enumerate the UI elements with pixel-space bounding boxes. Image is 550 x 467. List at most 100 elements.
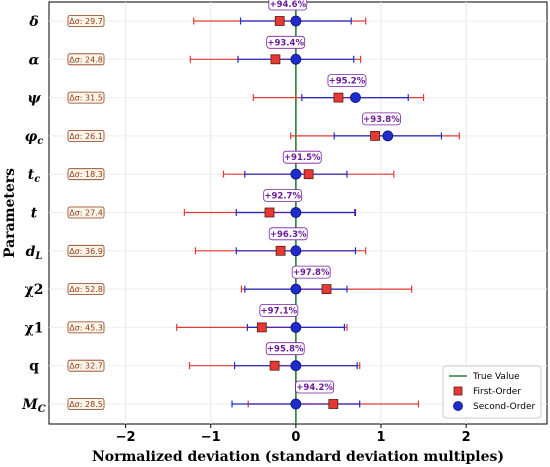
legend-box bbox=[442, 365, 542, 419]
improvement-label: +96.3% bbox=[270, 230, 307, 240]
first-order-marker bbox=[328, 399, 339, 409]
improvement-box bbox=[268, 227, 308, 241]
delta-sigma-label: Δσ: 27.4 bbox=[69, 209, 103, 218]
legend-item: True Value bbox=[449, 372, 520, 382]
second-order-marker bbox=[290, 398, 302, 410]
legend-item: Second-Order bbox=[453, 401, 535, 412]
first-order-marker bbox=[321, 284, 332, 295]
parameter-row: q Δσ: 32.7 +95.8% bbox=[29, 342, 361, 375]
legend-label: Second-Order bbox=[473, 402, 535, 412]
second-order-marker bbox=[350, 92, 361, 103]
improvement-label: +97.1% bbox=[261, 306, 298, 316]
second-order-marker bbox=[290, 15, 302, 27]
parameter-row: χ1 Δσ: 45.3 +97.1% bbox=[25, 303, 348, 336]
improvement-label: +91.5% bbox=[284, 153, 321, 163]
parameter-rows: δ Δσ: 29.7 +94.6% α Δσ: 24.8 +93.4% ψ Δσ: 31.5 +… bbox=[21, 0, 460, 415]
delta-sigma-box bbox=[67, 398, 105, 410]
improvement-box bbox=[266, 35, 306, 49]
parameter-subscript: c bbox=[37, 136, 43, 147]
delta-sigma-box bbox=[67, 244, 105, 257]
legend-swatch-square bbox=[453, 386, 463, 396]
legend-item: First-Order bbox=[453, 386, 521, 397]
improvement-label: +95.2% bbox=[329, 77, 366, 87]
parameter-row: χ2 Δσ: 52.8 +97.8% bbox=[25, 265, 413, 298]
x-tick-label: −2 bbox=[116, 430, 136, 445]
parameter-label: dL bbox=[26, 244, 43, 262]
parameter-symbol: d bbox=[26, 244, 36, 260]
legend-label: True Value bbox=[472, 372, 520, 382]
parameter-label: tc bbox=[28, 167, 41, 185]
y-axis-label: Parameters bbox=[2, 168, 18, 258]
delta-sigma-box bbox=[67, 283, 105, 296]
parameter-label: ψ bbox=[27, 91, 41, 107]
parameter-label: δ bbox=[28, 14, 38, 30]
first-order-marker bbox=[370, 130, 380, 141]
improvement-label: +94.2% bbox=[296, 383, 333, 393]
first-order-marker bbox=[269, 360, 280, 371]
delta-sigma-label: Δσ: 18.3 bbox=[69, 170, 103, 179]
second-order-marker bbox=[382, 130, 394, 142]
parameter-row: φc Δσ: 26.1 +93.8% bbox=[25, 112, 460, 147]
parameter-symbol: φ bbox=[25, 129, 38, 145]
improvement-box bbox=[259, 303, 299, 317]
delta-sigma-label: Δσ: 29.7 bbox=[69, 17, 103, 26]
parameter-row: α Δσ: 24.8 +93.4% bbox=[29, 35, 362, 68]
improvement-box bbox=[291, 265, 331, 279]
first-order-marker bbox=[333, 92, 344, 103]
x-tick-label: −1 bbox=[201, 430, 221, 445]
parameter-subscript: C bbox=[38, 404, 46, 415]
second-order-marker bbox=[290, 360, 302, 372]
delta-sigma-box bbox=[67, 53, 105, 66]
first-order-marker bbox=[275, 245, 286, 256]
delta-sigma-label: Δσ: 45.3 bbox=[69, 323, 103, 332]
delta-sigma-label: Δσ: 24.8 bbox=[69, 55, 103, 64]
second-order-marker bbox=[290, 283, 302, 295]
improvement-label: +97.8% bbox=[293, 268, 330, 278]
parameter-label: MC bbox=[21, 397, 46, 415]
second-order-marker bbox=[290, 245, 302, 257]
x-tick-label: 1 bbox=[376, 430, 385, 445]
x-tick-label: 2 bbox=[462, 430, 471, 445]
parameter-symbol: α bbox=[29, 52, 40, 68]
improvement-label: +93.4% bbox=[267, 38, 304, 48]
parameter-subscript: c bbox=[34, 174, 40, 185]
delta-sigma-box bbox=[67, 359, 105, 372]
legend: True Value First-Order Second-Order bbox=[442, 365, 542, 419]
improvement-box bbox=[282, 150, 322, 164]
delta-sigma-box bbox=[67, 168, 105, 181]
delta-sigma-label: Δσ: 52.8 bbox=[69, 285, 103, 294]
delta-sigma-box bbox=[67, 206, 105, 219]
improvement-box bbox=[327, 74, 367, 87]
improvement-box bbox=[263, 189, 303, 202]
first-order-marker bbox=[270, 54, 281, 65]
improvement-label: +93.8% bbox=[363, 115, 400, 125]
parameter-row: dL Δσ: 36.9 +96.3% bbox=[26, 227, 367, 262]
first-order-marker bbox=[264, 207, 275, 218]
first-order-marker bbox=[256, 322, 267, 333]
legend-label: First-Order bbox=[473, 387, 521, 397]
parameter-symbol: q bbox=[29, 359, 39, 375]
delta-sigma-label: Δσ: 26.1 bbox=[69, 132, 103, 141]
x-ticks: −2 −1 0 1 2 bbox=[116, 424, 471, 445]
second-order-marker bbox=[290, 321, 302, 333]
parameter-subscript: L bbox=[34, 251, 42, 262]
parameter-label: χ1 bbox=[25, 320, 44, 336]
parameter-symbol: ψ bbox=[27, 91, 41, 107]
parameter-row: tc Δσ: 18.3 +91.5% bbox=[28, 150, 395, 185]
improvement-label: +92.7% bbox=[264, 192, 301, 202]
first-order-marker bbox=[274, 16, 285, 26]
second-order-marker bbox=[290, 168, 302, 180]
improvement-box bbox=[268, 0, 308, 11]
parameter-symbol: δ bbox=[28, 14, 38, 30]
parameter-label: t bbox=[31, 206, 38, 222]
x-tick-label: 0 bbox=[291, 430, 300, 445]
parameter-symbol: χ1 bbox=[25, 320, 44, 336]
parameter-label: φc bbox=[25, 129, 44, 147]
parameter-symbol: M bbox=[21, 397, 38, 413]
improvement-box bbox=[265, 342, 305, 356]
parameter-row: δ Δσ: 29.7 +94.6% bbox=[28, 0, 367, 30]
delta-sigma-label: Δσ: 31.5 bbox=[69, 94, 103, 103]
improvement-box bbox=[362, 112, 401, 126]
delta-sigma-label: Δσ: 36.9 bbox=[69, 247, 103, 256]
